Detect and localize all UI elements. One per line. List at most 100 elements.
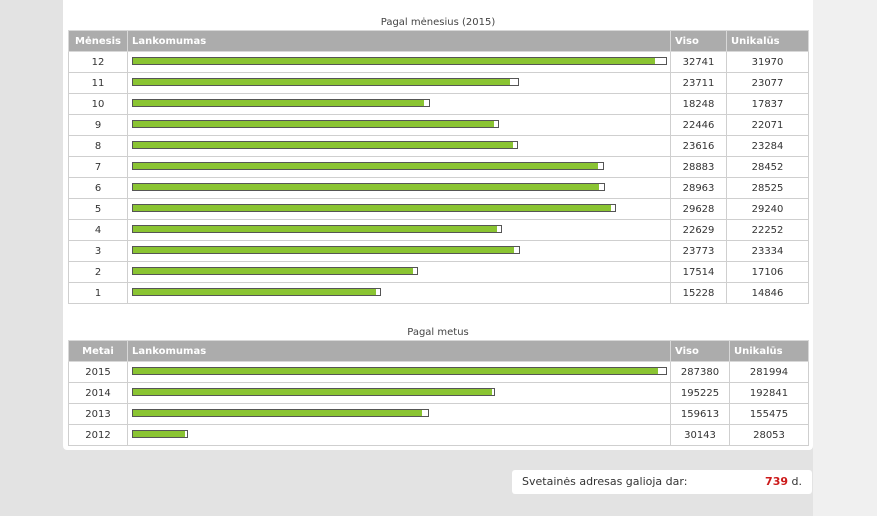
year-visits-bar [132,430,188,438]
header-total: Viso [670,340,730,362]
month-bar-cell [127,198,671,220]
year-total: 159613 [670,403,730,425]
month-total: 28963 [670,177,727,199]
yearly-header-row: Metai Lankomumas Viso Unikalūs [68,340,809,362]
month-row: 9 22446 22071 [68,114,809,136]
expiry-days: 739 [765,475,789,488]
year-bar-cell [127,382,671,404]
month-unique-fill [133,121,494,127]
month-bar-cell [127,219,671,241]
month-unique-fill [133,142,513,148]
stats-panel: Pagal mėnesius (2015) Mėnesis Lankomumas… [63,0,813,450]
year-row: 2014 195225 192841 [68,382,809,404]
month-key: 6 [68,177,128,199]
month-bar-cell [127,135,671,157]
monthly-header-row: Mėnesis Lankomumas Viso Unikalūs [68,30,809,52]
month-total: 32741 [670,51,727,73]
month-unique-fill [133,163,598,169]
month-unique: 17106 [726,261,809,283]
month-unique: 29240 [726,198,809,220]
month-unique-fill [133,100,424,106]
month-row: 8 23616 23284 [68,135,809,157]
year-total: 195225 [670,382,730,404]
month-visits-bar [132,78,519,86]
year-visits-bar [132,367,667,375]
month-key: 11 [68,72,128,94]
month-unique: 23334 [726,240,809,262]
year-unique-fill [133,389,492,395]
year-unique-fill [133,368,658,374]
year-unique-fill [133,431,185,437]
month-row: 1 15228 14846 [68,282,809,304]
month-unique-fill [133,79,510,85]
month-unique: 28452 [726,156,809,178]
month-total: 23773 [670,240,727,262]
yearly-rows: 2015 287380 281994 2014 195225 192841 2013 1596… [68,361,809,446]
year-bar-cell [127,361,671,383]
header-visits-bar: Lankomumas [127,30,671,52]
month-unique: 23077 [726,72,809,94]
header-unique: Unikalūs [726,30,809,52]
month-bar-cell [127,156,671,178]
month-unique: 31970 [726,51,809,73]
month-total: 23616 [670,135,727,157]
month-total: 23711 [670,72,727,94]
month-key: 5 [68,198,128,220]
yearly-caption: Pagal metus [407,327,469,338]
year-row: 2012 30143 28053 [68,424,809,446]
month-row: 11 23711 23077 [68,72,809,94]
month-bar-cell [127,72,671,94]
month-row: 7 28883 28452 [68,156,809,178]
header-visits-bar: Lankomumas [127,340,671,362]
year-visits-bar [132,409,429,417]
month-bar-cell [127,93,671,115]
month-total: 18248 [670,93,727,115]
year-row: 2013 159613 155475 [68,403,809,425]
month-unique-fill [133,289,376,295]
month-key: 7 [68,156,128,178]
month-visits-bar [132,99,430,107]
expiry-unit: d. [791,475,802,488]
month-visits-bar [132,120,499,128]
month-visits-bar [132,225,502,233]
month-visits-bar [132,246,520,254]
header-total: Viso [670,30,727,52]
monthly-rows: 12 32741 31970 11 23711 23077 10 18248 17837 9 224… [68,51,809,304]
month-unique: 28525 [726,177,809,199]
year-visits-bar [132,388,495,396]
year-unique: 155475 [729,403,809,425]
year-unique: 28053 [729,424,809,446]
expiry-value: 739 d. [765,475,802,488]
year-bar-cell [127,424,671,446]
month-key: 3 [68,240,128,262]
month-bar-cell [127,51,671,73]
month-key: 10 [68,93,128,115]
month-row: 3 23773 23334 [68,240,809,262]
month-bar-cell [127,177,671,199]
month-unique-fill [133,184,599,190]
month-visits-bar [132,162,604,170]
month-key: 8 [68,135,128,157]
month-row: 6 28963 28525 [68,177,809,199]
month-key: 9 [68,114,128,136]
month-unique-fill [133,247,514,253]
month-visits-bar [132,57,667,65]
header-month: Mėnesis [68,30,128,52]
month-bar-cell [127,240,671,262]
header-year: Metai [68,340,128,362]
month-total: 17514 [670,261,727,283]
month-visits-bar [132,288,381,296]
month-key: 12 [68,51,128,73]
monthly-caption: Pagal mėnesius (2015) [380,17,496,28]
year-key: 2015 [68,361,128,383]
month-total: 22629 [670,219,727,241]
monthly-table: Mėnesis Lankomumas Viso Unikalūs 12 32741… [68,30,809,304]
right-background-strip [813,0,877,516]
month-unique-fill [133,58,655,64]
month-unique: 22071 [726,114,809,136]
month-unique-fill [133,205,611,211]
month-visits-bar [132,141,518,149]
month-unique: 22252 [726,219,809,241]
month-row: 12 32741 31970 [68,51,809,73]
year-key: 2014 [68,382,128,404]
